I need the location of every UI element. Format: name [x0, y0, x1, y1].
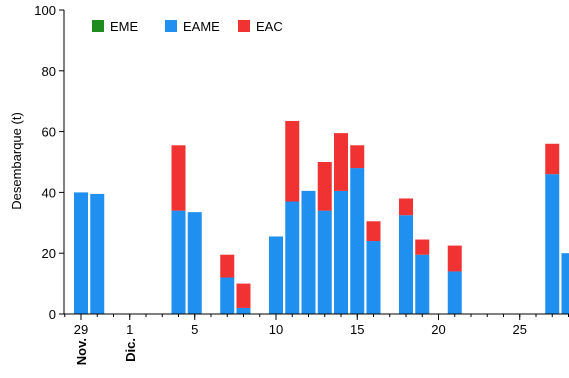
y-tick-label: 40 — [42, 185, 56, 200]
x-tick-label: 10 — [269, 322, 283, 337]
bar-eac — [171, 145, 186, 211]
bar-eac — [399, 198, 413, 216]
bar-eame — [350, 168, 365, 314]
bar-eame — [74, 192, 88, 314]
y-axis-label: Desembarque (t) — [9, 112, 24, 210]
y-tick-label: 0 — [49, 307, 56, 322]
bar-eame — [415, 254, 430, 314]
bar-eame — [334, 190, 348, 314]
bar-eac — [366, 221, 381, 242]
bar-eame — [187, 212, 202, 314]
bar-eame — [285, 201, 300, 314]
bar-eame — [236, 307, 251, 314]
bar-eac — [350, 145, 365, 169]
x-tick-label: 1 — [126, 322, 133, 337]
bar-eame — [220, 277, 235, 314]
legend: EME EAME EAC — [92, 19, 283, 34]
x-tick-label: 5 — [191, 322, 198, 337]
bar-eac — [334, 133, 348, 191]
bar-eame — [399, 215, 413, 314]
bar-eame — [447, 271, 462, 314]
x-tick-label: 25 — [513, 322, 527, 337]
bar-eame — [317, 210, 332, 314]
x-tick-label: 20 — [431, 322, 445, 337]
bar-eac — [447, 245, 462, 272]
y-tick-label: 20 — [42, 246, 56, 261]
legend-swatch-eame — [165, 20, 177, 32]
bar-eac — [317, 162, 332, 211]
month-label: Nov. — [74, 338, 89, 365]
legend-label-eac: EAC — [256, 19, 283, 34]
month-label: Dic. — [123, 338, 138, 362]
legend-swatch-eac — [238, 20, 250, 32]
bar-eac — [415, 239, 430, 255]
y-tick-label: 80 — [42, 64, 56, 79]
bar-eac — [545, 143, 560, 175]
legend-label-eame: EAME — [183, 19, 220, 34]
bar-eame — [561, 253, 569, 314]
bar-eame — [90, 193, 105, 314]
bar-eac — [285, 120, 300, 202]
bar-eame — [171, 210, 186, 314]
y-tick-label: 60 — [42, 125, 56, 140]
bar-eame — [366, 241, 381, 314]
legend-swatch-eme — [92, 20, 104, 32]
x-tick-label: 29 — [74, 322, 88, 337]
x-tick-label: 15 — [350, 322, 364, 337]
bar-eame — [269, 236, 283, 314]
bar-eac — [236, 283, 251, 308]
bar-eame — [301, 190, 316, 314]
y-tick-label: 100 — [34, 3, 56, 18]
bar-eame — [545, 174, 560, 314]
bar-layer — [74, 120, 569, 314]
bar-eac — [220, 254, 235, 278]
legend-label-eme: EME — [110, 19, 139, 34]
